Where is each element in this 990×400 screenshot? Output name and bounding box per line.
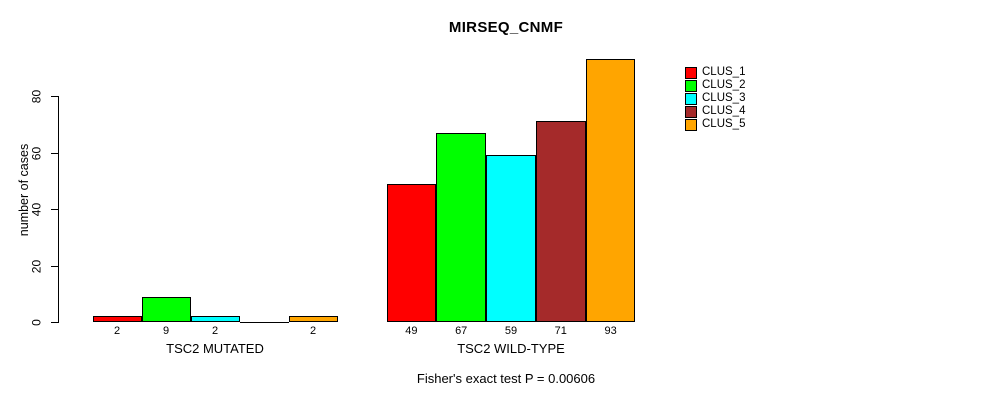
- y-axis-line: [58, 96, 59, 323]
- legend-swatch-clus_1: [685, 67, 697, 79]
- y-axis-tick-label: 0: [29, 319, 44, 326]
- y-axis-tick-label: 40: [29, 202, 44, 217]
- bar-clus_4-group1-zero: [239, 322, 289, 323]
- bar-clus_2-group2: [436, 133, 487, 322]
- legend-swatch-clus_5: [685, 119, 697, 131]
- bar-value-label: 2: [309, 325, 317, 337]
- bar-clus_4-group2: [535, 121, 586, 322]
- legend-label-clus_3: CLUS_3: [702, 92, 746, 104]
- legend-label-clus_4: CLUS_4: [702, 105, 746, 117]
- bar-clus_1-group1: [92, 316, 142, 322]
- y-axis-tick: [51, 153, 58, 154]
- y-axis-tick: [51, 322, 58, 323]
- legend-swatch-clus_4: [685, 106, 697, 118]
- legend-swatch-clus_3: [685, 93, 697, 105]
- bar-clus_1-group2: [386, 184, 437, 322]
- chart-title: MIRSEQ_CNMF: [448, 19, 564, 36]
- bar-clus_5-group2: [585, 59, 636, 322]
- bar-value-label: 2: [211, 325, 219, 337]
- y-axis-tick-label: 80: [29, 89, 44, 104]
- legend-swatch-clus_2: [685, 80, 697, 92]
- bar-value-label: 2: [113, 325, 121, 337]
- fisher-exact-test-annotation: Fisher's exact test P = 0.00606: [416, 371, 596, 386]
- y-axis-tick: [51, 96, 58, 97]
- bar-clus_3-group2: [486, 155, 536, 322]
- bar-clus_3-group1: [190, 316, 240, 322]
- bar-value-label: 49: [405, 325, 418, 337]
- bar-clus_5-group1: [288, 316, 338, 322]
- x-category-label-tsc2-wild-type: TSC2 WILD-TYPE: [457, 341, 565, 356]
- bar-value-label: 59: [504, 325, 518, 337]
- bar-value-label: 9: [162, 325, 170, 337]
- y-axis-tick-label: 20: [29, 259, 44, 274]
- legend-label-clus_1: CLUS_1: [702, 66, 746, 78]
- bar-value-label: 67: [455, 325, 468, 337]
- bar-clus_2-group1: [141, 297, 191, 322]
- y-axis-tick-label: 60: [29, 146, 44, 161]
- y-axis-tick: [51, 209, 58, 210]
- bar-value-label: 93: [604, 325, 617, 337]
- legend-label-clus_5: CLUS_5: [702, 118, 746, 130]
- y-axis-tick: [51, 266, 58, 267]
- bar-value-label: 71: [554, 325, 567, 337]
- legend-label-clus_2: CLUS_2: [702, 79, 746, 91]
- x-category-label-tsc2-mutated: TSC2 MUTATED: [166, 341, 264, 356]
